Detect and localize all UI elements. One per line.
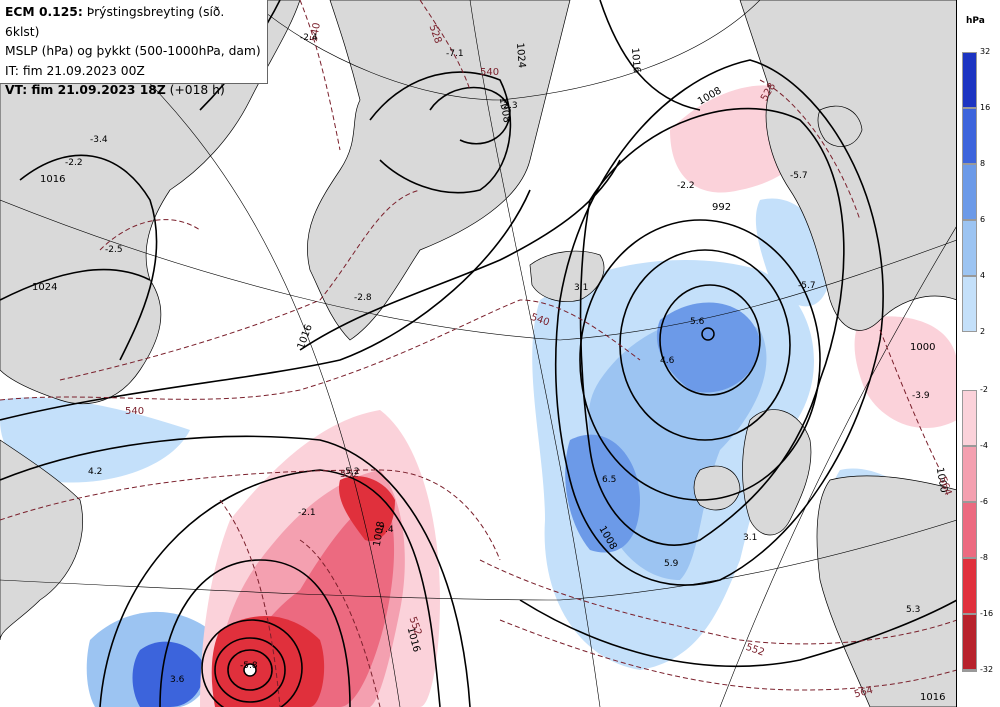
isobar-label: 1016 (40, 174, 65, 185)
pressure-change-value: -2.2 (677, 181, 695, 191)
pressure-change-value: -2.8 (354, 293, 372, 303)
isobar-label: 1000 (910, 342, 935, 353)
great-britain (742, 409, 812, 536)
lead-time: (+018 h) (169, 83, 225, 97)
colorbar-negative-swatch (962, 558, 977, 614)
colorbar-negative-swatch (962, 390, 977, 446)
greenland (306, 0, 571, 341)
pressure-change-value: -2.2 (65, 158, 83, 168)
pressure-change-value: 5.9 (664, 559, 679, 569)
pressure-change-value: -5.7 (798, 281, 816, 291)
valid-time: VT: fim 21.09.2023 18Z (5, 83, 166, 97)
isobars (0, 0, 956, 707)
pressure-change-value: -5.2 (342, 467, 360, 477)
thickness-label: 540 (480, 67, 499, 78)
colorbar-negative-label: -6 (980, 497, 988, 506)
pressure-change-value: 5.3 (906, 605, 920, 615)
scandinavia (739, 0, 956, 331)
colorbar-negative-label: -16 (980, 609, 994, 618)
rise-area-sw-core (132, 641, 205, 707)
colorbar-positive-swatch (962, 164, 977, 220)
pressure-change-values: -3.4 -2.2 -2.5 -7.1 -2.3 -2.8 -2.2 -5.7 … (65, 33, 930, 685)
product-name: Þrýstingsbreyting (síð. 6klst) (5, 5, 225, 39)
colorbar-positive-swatch (962, 108, 977, 164)
isobar-label: 1024 (514, 42, 527, 68)
title-line-1: ECM 0.125: Þrýstingsbreyting (síð. 6klst… (5, 3, 262, 42)
fall-area-east (854, 316, 956, 429)
isobar-label: 1000 (934, 467, 949, 494)
fall-area-atlantic5 (339, 476, 395, 541)
isobar-label: 1016 (629, 47, 642, 73)
isobar-labels: 1016 1024 1016 1008 1008 992 1000 1008 1… (32, 42, 949, 703)
colorbar-negative-label: -4 (980, 441, 988, 450)
model-name: ECM 0.125: (5, 5, 83, 19)
rise-area-core2 (656, 302, 760, 393)
colorbar-positive-swatch (962, 52, 977, 108)
fall-area-atlantic4 (211, 616, 325, 707)
continental-europe (816, 475, 956, 707)
colorbar-negative-label: -32 (980, 665, 994, 674)
colorbar-unit: hPa (966, 16, 985, 26)
colorbar-positive-swatch (962, 276, 977, 332)
thickness-label: 540 (125, 406, 144, 417)
pressure-change-value: -2.1 (298, 508, 316, 518)
isobar-label: 1008 (497, 97, 512, 124)
pressure-change-value: 4.6 (660, 356, 675, 366)
colorbar-positive-label: 32 (980, 47, 991, 56)
pressure-change-value: -2.5 (105, 245, 123, 255)
pressure-change-value: 3.1 (743, 533, 757, 543)
isobar-label: 1024 (32, 282, 57, 293)
pressure-change-value: -5.7 (790, 171, 808, 181)
map-title-box: ECM 0.125: Þrýstingsbreyting (síð. 6klst… (0, 0, 268, 97)
rise-area-labrador (0, 397, 190, 483)
thickness-label: 540 (309, 22, 323, 43)
colorbar-negative-swatch (962, 502, 977, 558)
thickness-lines (0, 0, 956, 707)
colorbar-negative-swatch (962, 446, 977, 502)
svalbard (817, 105, 863, 147)
thickness-label: 564 (853, 685, 874, 701)
colorbar-negative-label: -2 (980, 385, 988, 394)
thickness-labels: 528 540 540 540 552 552 552 564 564 540 … (125, 22, 953, 701)
pressure-change-value: -7.1 (446, 49, 464, 59)
pressure-change-value: -2.4 (300, 33, 318, 43)
colorbar-positive-label: 8 (980, 159, 986, 168)
pressure-change-value: -3.9 (912, 391, 930, 401)
init-time: IT: fim 21.09.2023 00Z (5, 63, 145, 78)
pressure-change-value: 4.2 (88, 467, 102, 477)
pressure-change-value: 6.5 (602, 475, 616, 485)
pressure-change-value: -5.8 (240, 661, 258, 671)
pressure-change-value: 5.6 (690, 317, 705, 327)
colorbar-negative-label: -8 (980, 553, 988, 562)
pressure-change-value: -7.4 (376, 525, 394, 535)
isobar-label: 1016 (920, 692, 945, 703)
pressure-change-value: -3.4 (90, 135, 108, 145)
colorbar-negative-swatch (962, 670, 977, 672)
thickness-label: 552 (340, 469, 359, 480)
title-line-2: MSLP (hPa) og þykkt (500-1000hPa, dam) (5, 44, 261, 58)
labrador (0, 439, 83, 641)
pressure-change-value: 3.1 (574, 283, 588, 293)
colorbar-positive-label: 4 (980, 271, 986, 280)
isobar-label: 992 (712, 202, 731, 213)
pressure-change-value: 3.6 (170, 675, 185, 685)
ireland (693, 465, 741, 511)
isobar-label: 1008 (372, 521, 387, 548)
colorbar-positive-label: 16 (980, 103, 991, 112)
valid-time-line: VT: fim 21.09.2023 18Z (+018 h) (5, 81, 262, 101)
pressure-change-value: -2.3 (500, 101, 518, 111)
colorbar-negative-swatch (962, 614, 977, 670)
map-canvas: 1016 1024 1016 1008 1008 992 1000 1008 1… (0, 0, 956, 707)
colorbar-positive-label: 6 (980, 215, 986, 224)
colorbar-positive-label: 2 (980, 327, 986, 336)
colorbar-positive-swatch (962, 220, 977, 276)
low-center-marker (243, 327, 715, 677)
weather-map: 1016 1024 1016 1008 1008 992 1000 1008 1… (0, 0, 957, 707)
